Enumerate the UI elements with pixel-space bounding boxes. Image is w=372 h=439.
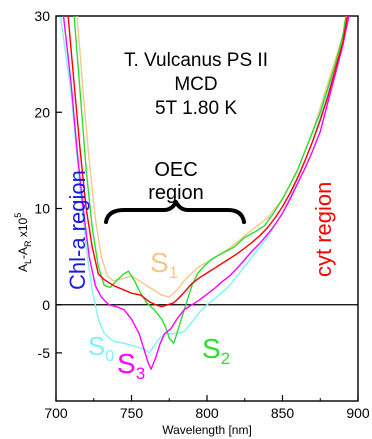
y-title-sub1: L <box>23 259 33 264</box>
cyt-region-label: cyt region <box>311 182 336 277</box>
y-title-tail: x10 <box>16 217 30 240</box>
y-tick-label--5: -5 <box>38 345 51 361</box>
y-tick-label-20: 20 <box>34 104 50 120</box>
series-label-3-main: S <box>117 348 136 379</box>
y-axis-ticks: -5 0 10 20 30 <box>34 8 62 361</box>
series-label-1-sub: 1 <box>169 263 178 282</box>
chl-region-label: Chl-a region <box>65 170 90 290</box>
series-label-0-main: S <box>88 331 105 361</box>
series-label-3: S3 <box>117 348 145 383</box>
x-tick-label-850: 850 <box>271 405 295 421</box>
series-label-2-main: S <box>202 333 221 364</box>
y-tick-label-30: 30 <box>34 8 50 24</box>
y-axis-title: AL-AR x105 <box>13 213 33 272</box>
x-tick-label-900: 900 <box>346 405 370 421</box>
series-group <box>59 16 350 370</box>
y-title-base: A <box>16 264 30 272</box>
oec-brace <box>104 200 246 224</box>
x-tick-label-700: 700 <box>44 405 68 421</box>
series-label-2-sub: 2 <box>221 349 230 368</box>
y-title-sup: 5 <box>13 213 23 218</box>
oec-label-line-1: OEC <box>154 159 197 181</box>
y-tick-label-0: 0 <box>42 297 50 313</box>
series-line-3 <box>62 16 350 370</box>
series-line-4 <box>67 16 349 308</box>
chart-title-line-1: T. Vulcanus PS II <box>124 50 268 71</box>
series-label-2: S2 <box>202 333 230 368</box>
y-title-mid: -A <box>16 247 30 259</box>
series-line-2 <box>73 16 347 344</box>
series-label-0-sub: 0 <box>105 348 114 365</box>
series-label-1-main: S <box>150 247 169 278</box>
chart-title-line-2: MCD <box>174 74 217 95</box>
chart-title-line-3: 5T 1.80 K <box>155 98 237 119</box>
oec-label-line-2: region <box>148 182 204 204</box>
x-tick-label-750: 750 <box>120 405 144 421</box>
y-title-sub2: R <box>23 240 33 247</box>
x-axis-title: Wavelength [nm] <box>162 423 252 437</box>
x-tick-label-800: 800 <box>195 405 219 421</box>
y-tick-label-10: 10 <box>34 201 50 217</box>
series-label-0: S0 <box>88 331 114 365</box>
x-axis-ticks: 700 750 800 850 900 <box>44 395 370 421</box>
series-label-1: S1 <box>150 247 178 282</box>
series-label-3-sub: 3 <box>136 364 145 383</box>
